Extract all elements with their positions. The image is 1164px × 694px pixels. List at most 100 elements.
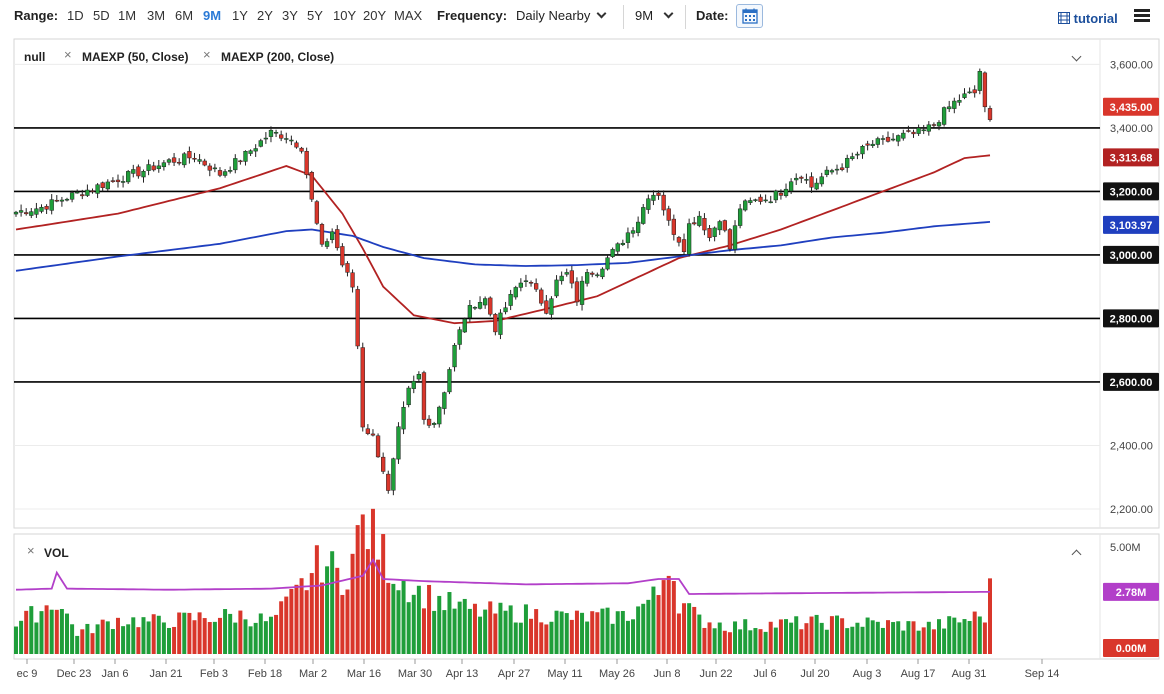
volume-bar bbox=[508, 605, 513, 654]
volume-bar bbox=[636, 606, 641, 654]
candle-body bbox=[49, 199, 54, 211]
tutorial-link[interactable]: tutorial bbox=[1058, 11, 1118, 26]
volume-bar bbox=[646, 599, 651, 654]
hamburger-menu-icon[interactable] bbox=[1134, 9, 1150, 22]
volume-bar bbox=[574, 610, 579, 654]
range-button-2y[interactable]: 2Y bbox=[257, 8, 273, 23]
period-value: 9M bbox=[635, 8, 654, 23]
volume-bar bbox=[427, 584, 432, 654]
volume-bar bbox=[467, 608, 472, 654]
remove-volume-icon[interactable]: × bbox=[27, 543, 35, 558]
range-button-10y[interactable]: 10Y bbox=[333, 8, 357, 23]
candle-body bbox=[523, 280, 529, 282]
candle-body bbox=[610, 249, 615, 257]
volume-bar bbox=[284, 596, 289, 654]
candle-body bbox=[365, 428, 371, 434]
candle-body bbox=[681, 239, 687, 252]
volume-average-line bbox=[15, 557, 990, 595]
candle-body bbox=[24, 212, 29, 215]
candle-body bbox=[875, 138, 880, 145]
candle-body bbox=[59, 199, 65, 202]
candle-body bbox=[350, 272, 355, 288]
level-badge bbox=[1103, 182, 1159, 201]
candle-body bbox=[467, 305, 473, 318]
candle-body bbox=[228, 170, 233, 172]
volume-bar bbox=[488, 601, 493, 654]
range-button-3m[interactable]: 3M bbox=[147, 8, 166, 23]
range-button-5d[interactable]: 5D bbox=[93, 8, 110, 23]
frequency-select[interactable]: Daily Nearby bbox=[516, 8, 607, 23]
candle-body bbox=[722, 220, 727, 231]
candle-body bbox=[947, 106, 952, 110]
remove-study-icon[interactable]: × bbox=[64, 47, 72, 62]
candle-body bbox=[268, 129, 274, 137]
candle-body bbox=[559, 275, 564, 282]
volume-bar bbox=[75, 635, 80, 654]
candle-body bbox=[941, 107, 947, 125]
candle-body bbox=[957, 100, 962, 103]
candle-body bbox=[64, 198, 70, 201]
candle-body bbox=[258, 140, 263, 147]
range-button-1m[interactable]: 1M bbox=[118, 8, 137, 23]
volume-bar bbox=[136, 627, 141, 654]
volume-bar bbox=[411, 594, 416, 654]
candle-body bbox=[401, 406, 406, 430]
range-button-5y[interactable]: 5Y bbox=[307, 8, 323, 23]
range-button-1y[interactable]: 1Y bbox=[232, 8, 248, 23]
volume-bar bbox=[49, 609, 54, 654]
remove-study-icon[interactable]: × bbox=[203, 47, 211, 62]
volume-bar bbox=[223, 609, 228, 654]
candle-body bbox=[248, 150, 253, 154]
candle-body bbox=[131, 169, 136, 174]
candle-body bbox=[13, 211, 19, 215]
volume-bar bbox=[238, 610, 243, 654]
x-tick-label: Aug 31 bbox=[952, 668, 987, 680]
x-tick-label: May 26 bbox=[599, 668, 635, 680]
range-button-9m[interactable]: 9M bbox=[203, 8, 222, 23]
candle-body bbox=[569, 270, 574, 284]
volume-bar bbox=[620, 610, 625, 654]
volume-bar bbox=[707, 622, 712, 654]
price-chart[interactable]: 3,600.00 3,400.00 3,200.00 3,000.00 2,800.00… bbox=[0, 34, 1164, 689]
volume-bar bbox=[345, 589, 350, 654]
toolbar: Range: 1D 5D 1M 3M 6M 9M 1Y 2Y 3Y 5Y 10Y 20Y MAX Fre… bbox=[0, 0, 1164, 34]
volume-bar bbox=[299, 578, 304, 654]
candle-body bbox=[651, 194, 656, 201]
volume-bar bbox=[957, 622, 962, 654]
candle-body bbox=[126, 171, 131, 183]
candle-body bbox=[635, 221, 641, 233]
candle-body bbox=[39, 206, 44, 212]
candle-body bbox=[600, 268, 605, 278]
candle-body bbox=[202, 160, 207, 166]
volume-bar bbox=[304, 590, 309, 654]
candle-body bbox=[95, 184, 100, 194]
range-button-3y[interactable]: 3Y bbox=[282, 8, 298, 23]
candle-body bbox=[136, 166, 141, 177]
candle-body bbox=[330, 231, 335, 240]
candle-body bbox=[829, 170, 835, 173]
candle-body bbox=[931, 124, 937, 126]
volume-bar bbox=[625, 620, 630, 654]
range-button-20y[interactable]: 20Y bbox=[363, 8, 387, 23]
volume-bar bbox=[921, 627, 926, 654]
candle-body bbox=[416, 373, 422, 380]
range-button-6m[interactable]: 6M bbox=[175, 8, 194, 23]
range-button-max[interactable]: MAX bbox=[394, 8, 423, 23]
volume-bar bbox=[442, 610, 447, 654]
volume-bar bbox=[503, 610, 508, 654]
candle-body bbox=[375, 435, 381, 458]
candle-body bbox=[727, 229, 733, 250]
toolbar-divider bbox=[623, 5, 624, 29]
candle-body bbox=[340, 246, 345, 266]
last-price-badge bbox=[1103, 97, 1159, 116]
candle-body bbox=[666, 208, 671, 221]
candle-body bbox=[166, 159, 172, 163]
x-tick-label: Jan 21 bbox=[149, 668, 182, 680]
candle-body bbox=[936, 122, 942, 127]
candle-body bbox=[18, 210, 24, 213]
period-select[interactable]: 9M bbox=[635, 8, 674, 23]
volume-bar bbox=[569, 619, 574, 654]
volume-bar bbox=[253, 622, 258, 654]
date-picker-button[interactable] bbox=[736, 4, 763, 28]
range-button-1d[interactable]: 1D bbox=[67, 8, 84, 23]
